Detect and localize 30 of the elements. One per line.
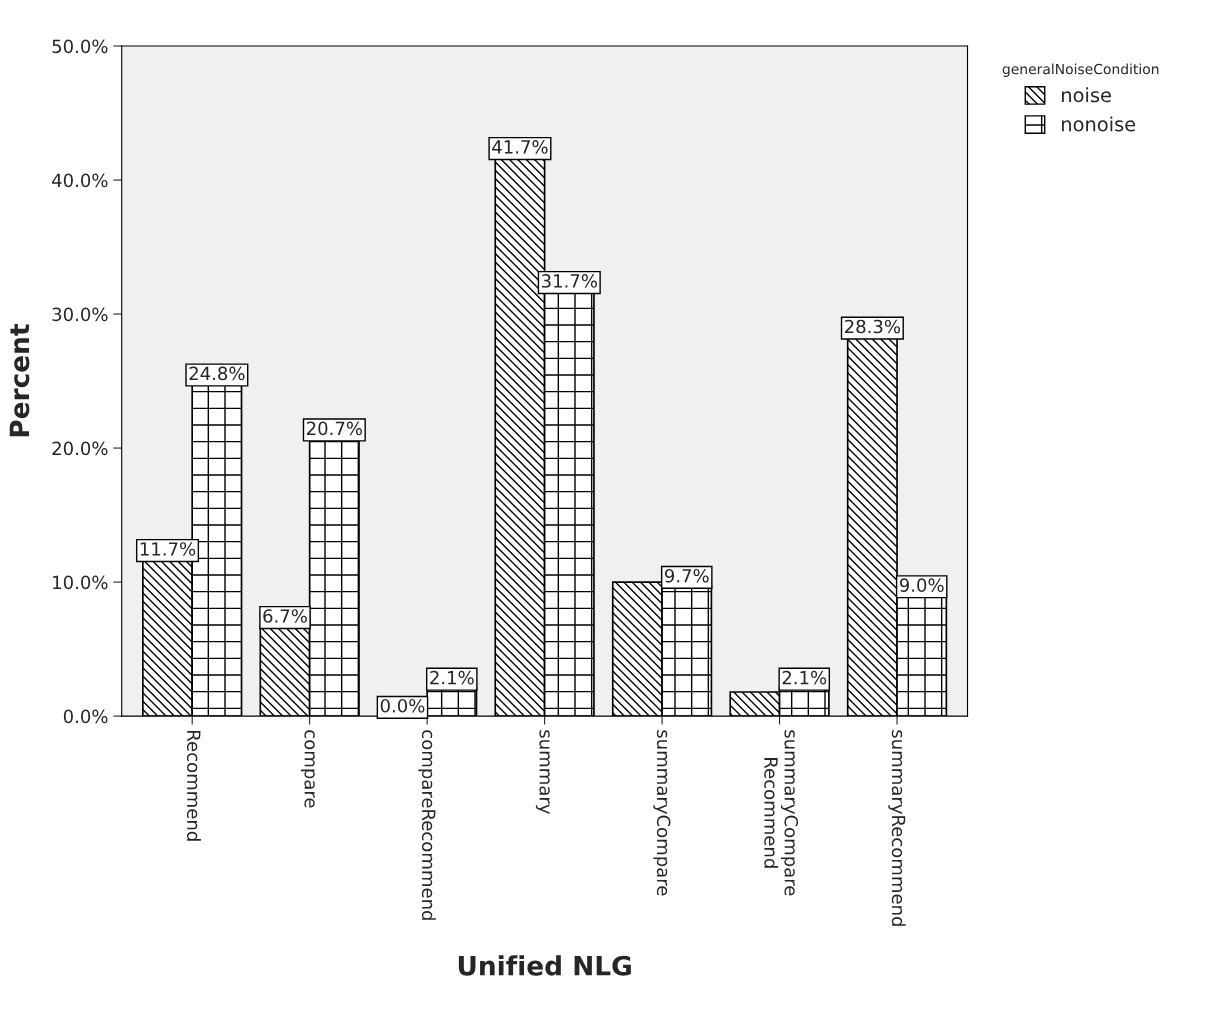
x-tick-label: compare	[300, 730, 315, 808]
x-tick-label: summaryRecommend	[888, 730, 906, 926]
x-tick-label: summaryCompare Recommend	[764, 730, 799, 896]
data-label: 2.1%	[782, 670, 827, 685]
x-tick-label: Recommend	[186, 731, 201, 841]
legend-label: nonoise	[1062, 116, 1136, 132]
y-tick-label: 10.0%	[53, 575, 108, 590]
legend-title: generalNoiseCondition	[1002, 63, 1159, 77]
data-label: 9.0%	[899, 578, 944, 592]
x-tick-label: summary	[535, 730, 550, 814]
data-label: 2.1%	[430, 670, 474, 685]
x-axis-title: Unified NLG	[458, 955, 631, 976]
y-axis-title: Percent	[9, 324, 30, 437]
x-tick-label: compareRecommend	[418, 730, 436, 920]
y-tick-label: 40.0%	[52, 173, 108, 188]
data-label: 31.7%	[541, 274, 597, 288]
data-label: 6.7%	[263, 609, 307, 623]
data-label: 9.7%	[664, 568, 709, 583]
legend-label: noise	[1062, 87, 1111, 103]
data-label: 41.7%	[492, 140, 548, 154]
data-label: 11.7%	[140, 542, 196, 556]
data-label: 24.8%	[189, 366, 245, 381]
data-label: 28.3%	[845, 319, 901, 334]
x-tick-label: summaryCompare	[653, 730, 671, 896]
data-label: 0.0%	[380, 698, 425, 713]
y-tick-label: 30.0%	[52, 307, 108, 322]
y-tick-label: 50.0%	[52, 39, 108, 54]
y-tick-label: 20.0%	[52, 441, 108, 456]
data-label: 20.7%	[306, 421, 363, 436]
y-tick-label: 0.0%	[63, 709, 108, 724]
